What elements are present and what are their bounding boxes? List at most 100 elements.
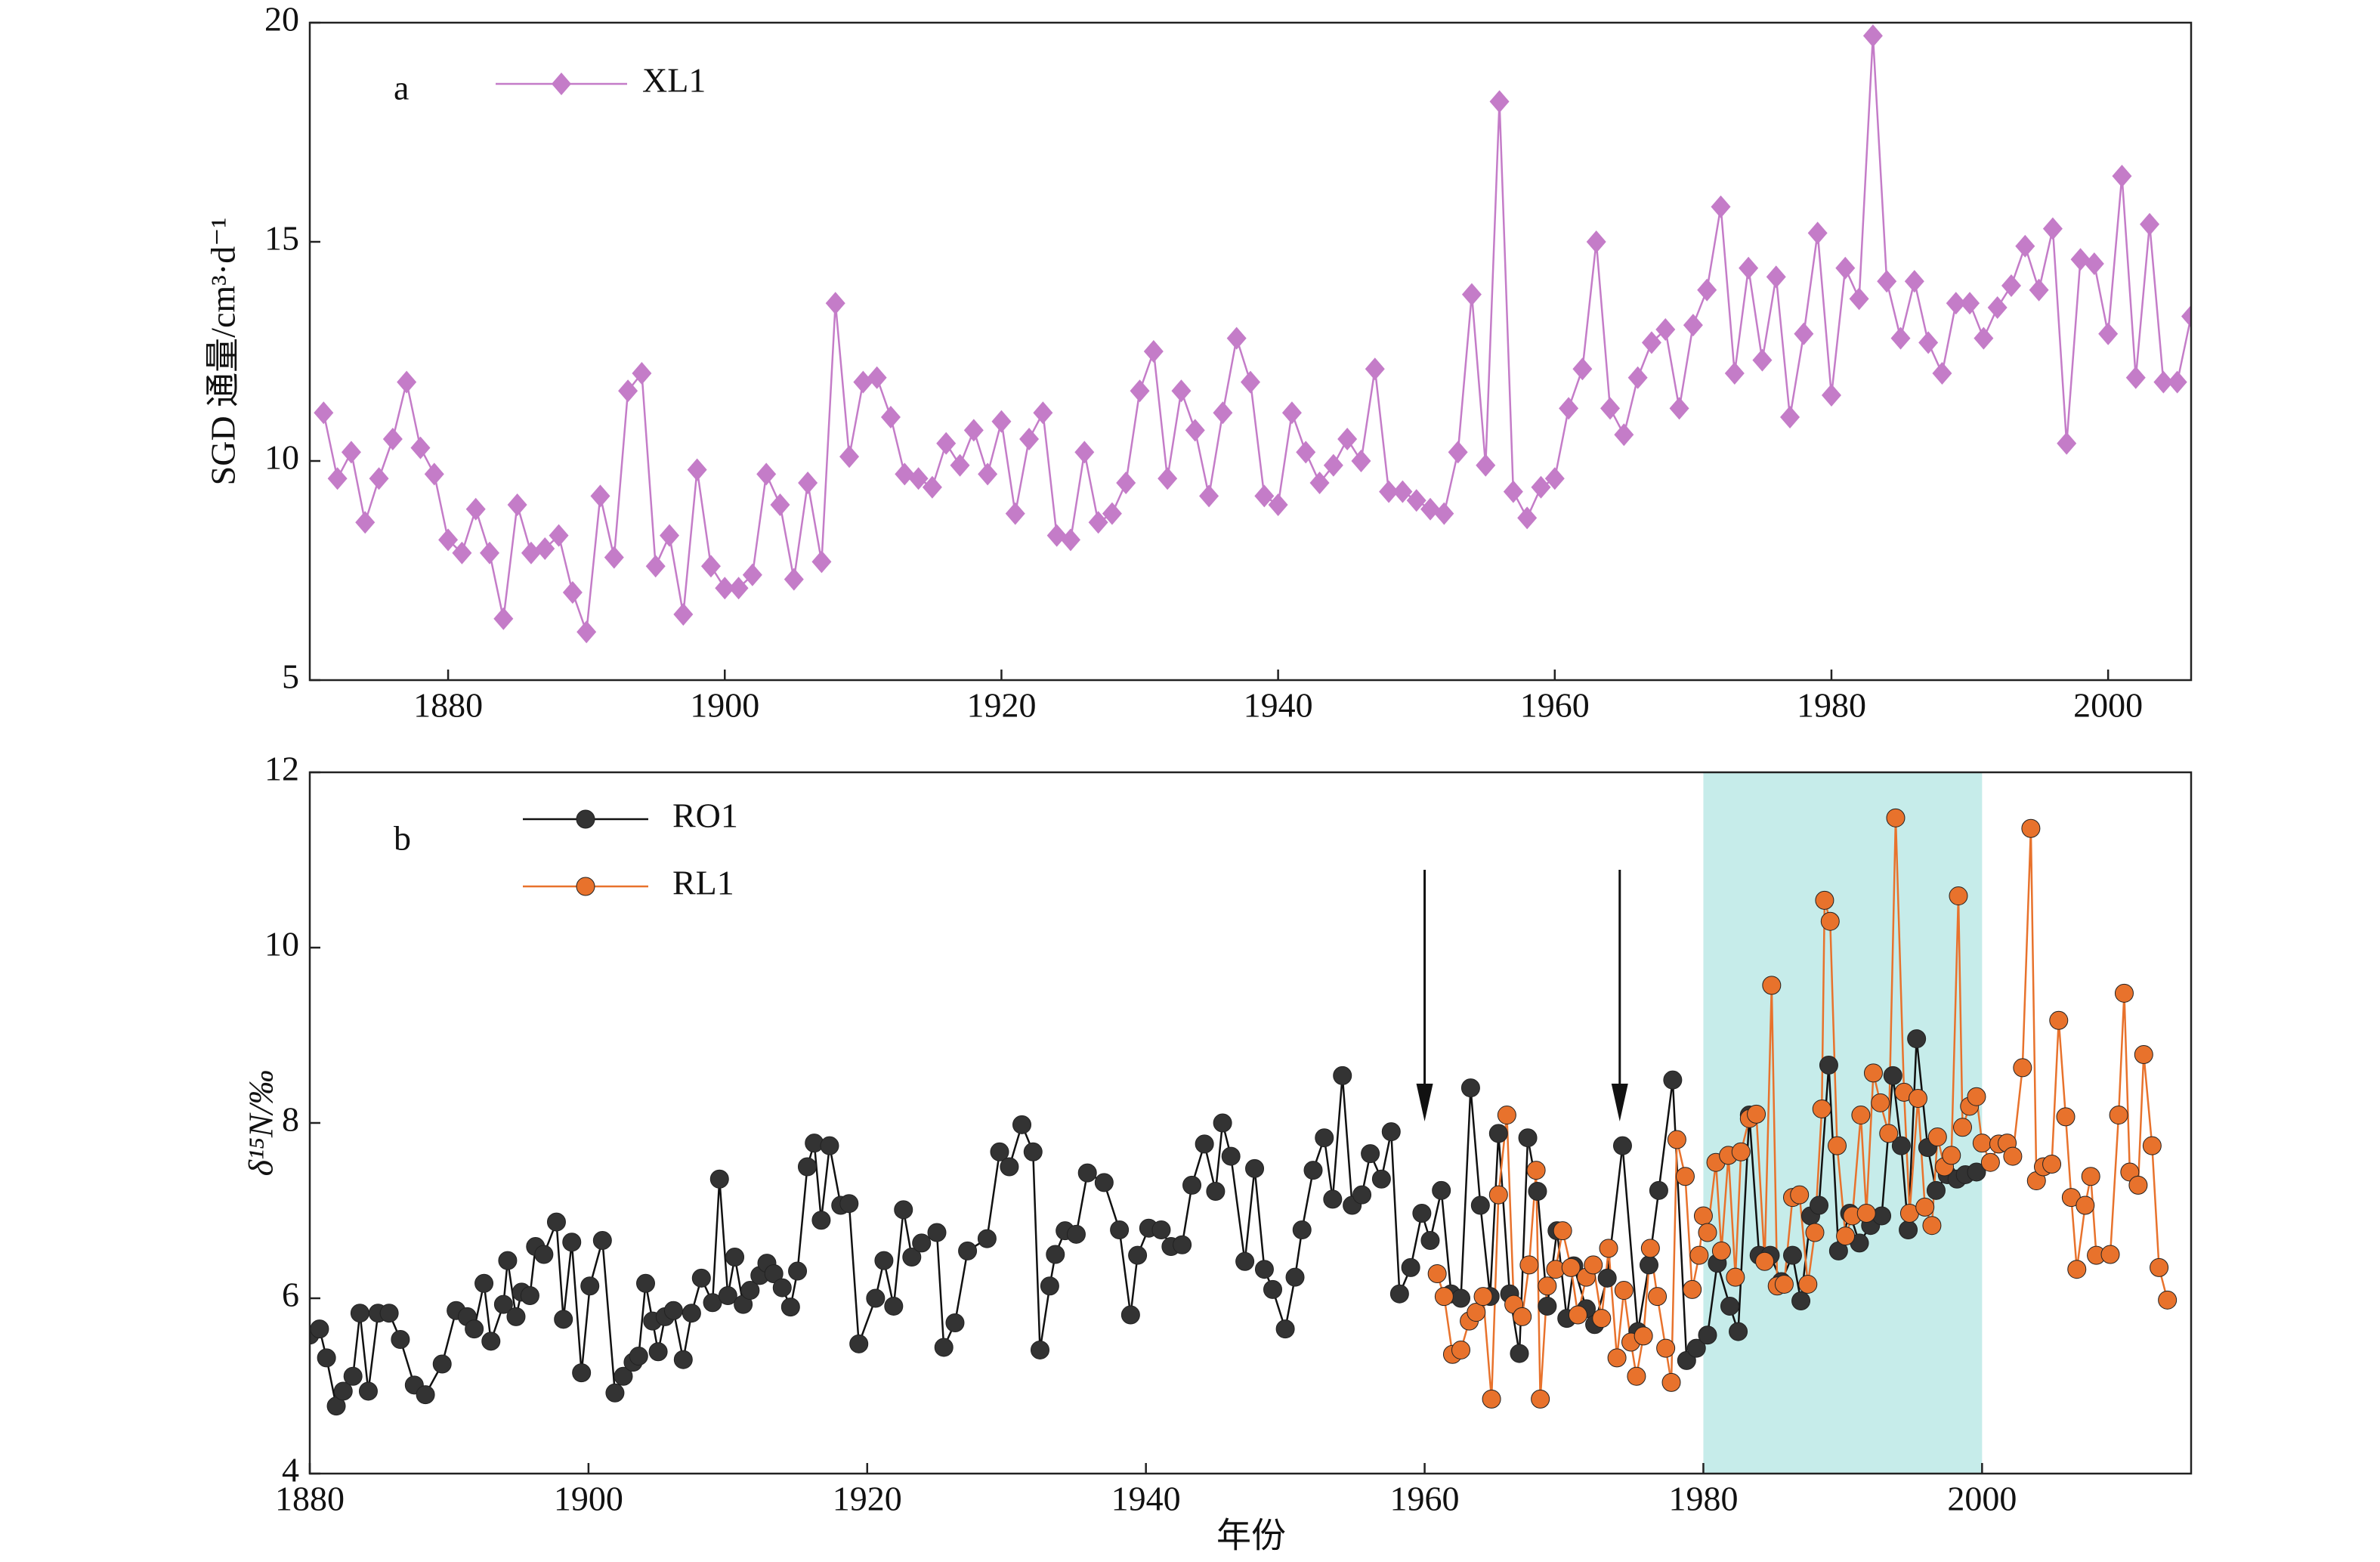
y-tick-label: 8	[282, 1100, 299, 1139]
marker	[922, 475, 942, 499]
marker	[742, 563, 762, 586]
marker	[452, 541, 472, 564]
marker	[1130, 379, 1150, 403]
marker	[1614, 423, 1634, 447]
marker	[1476, 453, 1496, 477]
series-line	[323, 36, 2191, 633]
marker	[1116, 472, 1136, 494]
marker	[1254, 484, 1275, 508]
marker	[1711, 195, 1731, 218]
marker	[1420, 1230, 1440, 1250]
marker	[1303, 1161, 1323, 1180]
marker	[725, 1247, 745, 1267]
marker	[1470, 1195, 1490, 1215]
marker	[1967, 1087, 1986, 1106]
legend-marker	[576, 877, 595, 896]
marker	[1655, 318, 1676, 341]
marker	[788, 1261, 808, 1281]
marker	[2029, 278, 2049, 302]
marker	[1782, 1245, 1802, 1265]
marker	[424, 462, 444, 486]
marker	[1739, 256, 1759, 280]
marker	[1171, 379, 1192, 403]
marker	[902, 1247, 922, 1267]
marker	[950, 453, 970, 477]
marker	[465, 1319, 484, 1339]
marker	[2042, 217, 2063, 240]
marker	[1241, 370, 1260, 394]
marker	[507, 493, 527, 516]
panel-label: b	[394, 819, 411, 858]
marker	[1381, 1122, 1401, 1142]
marker	[1614, 1281, 1634, 1301]
marker	[1128, 1245, 1148, 1265]
marker	[1886, 808, 1906, 827]
marker	[2142, 1136, 2162, 1155]
marker	[1780, 406, 1800, 428]
marker	[1974, 326, 1994, 350]
marker	[632, 362, 652, 385]
marker	[2003, 1146, 2023, 1166]
marker	[2076, 1195, 2095, 1215]
marker	[310, 1319, 329, 1339]
marker	[1451, 1340, 1471, 1359]
marker	[1182, 1175, 1202, 1195]
marker	[1946, 292, 1966, 315]
marker	[1663, 1070, 1683, 1090]
marker	[1213, 1113, 1232, 1133]
marker	[1448, 441, 1468, 464]
marker	[798, 472, 818, 494]
marker	[1731, 1142, 1751, 1161]
marker	[2084, 252, 2104, 275]
marker	[1538, 1276, 1557, 1296]
marker	[978, 462, 998, 486]
marker	[991, 410, 1012, 433]
x-tick-label: 1920	[833, 1480, 902, 1518]
marker	[728, 577, 749, 600]
x-axis-label: 年份	[1216, 1517, 1286, 1555]
marker	[2057, 431, 2077, 455]
marker	[1528, 1181, 1547, 1201]
marker	[1726, 1267, 1745, 1287]
marker	[1074, 441, 1095, 464]
marker	[605, 1383, 625, 1403]
marker	[1904, 270, 1924, 293]
marker	[580, 1276, 600, 1296]
marker	[1932, 362, 1952, 385]
marker	[1729, 1322, 1748, 1341]
marker	[1046, 524, 1067, 547]
marker	[2042, 1155, 2062, 1174]
marker	[1352, 1185, 1372, 1205]
marker	[549, 524, 569, 547]
marker	[1102, 502, 1122, 525]
marker	[1599, 1239, 1618, 1258]
marker	[506, 1307, 526, 1326]
marker	[498, 1251, 518, 1270]
marker	[1434, 1287, 1454, 1307]
marker	[687, 458, 707, 481]
marker	[1412, 1203, 1432, 1223]
marker	[1592, 1309, 1612, 1328]
marker	[1568, 1305, 1587, 1325]
marker	[1094, 1173, 1114, 1192]
marker	[1195, 1134, 1214, 1154]
marker	[590, 484, 610, 508]
marker	[880, 406, 901, 428]
marker	[1199, 484, 1219, 508]
marker	[1697, 278, 1717, 302]
marker	[1213, 401, 1233, 425]
plot-area	[310, 808, 2178, 1416]
marker	[2081, 1167, 2100, 1186]
marker	[355, 511, 376, 534]
marker	[1467, 1303, 1486, 1322]
x-tick-label: 1960	[1520, 686, 1590, 725]
marker	[927, 1223, 947, 1242]
marker	[382, 428, 403, 450]
marker	[1088, 511, 1108, 534]
marker	[2112, 165, 2132, 187]
marker	[764, 1264, 784, 1284]
marker	[2140, 212, 2160, 236]
y-tick-label: 10	[264, 925, 299, 963]
marker	[811, 550, 832, 574]
marker	[1752, 348, 1773, 372]
